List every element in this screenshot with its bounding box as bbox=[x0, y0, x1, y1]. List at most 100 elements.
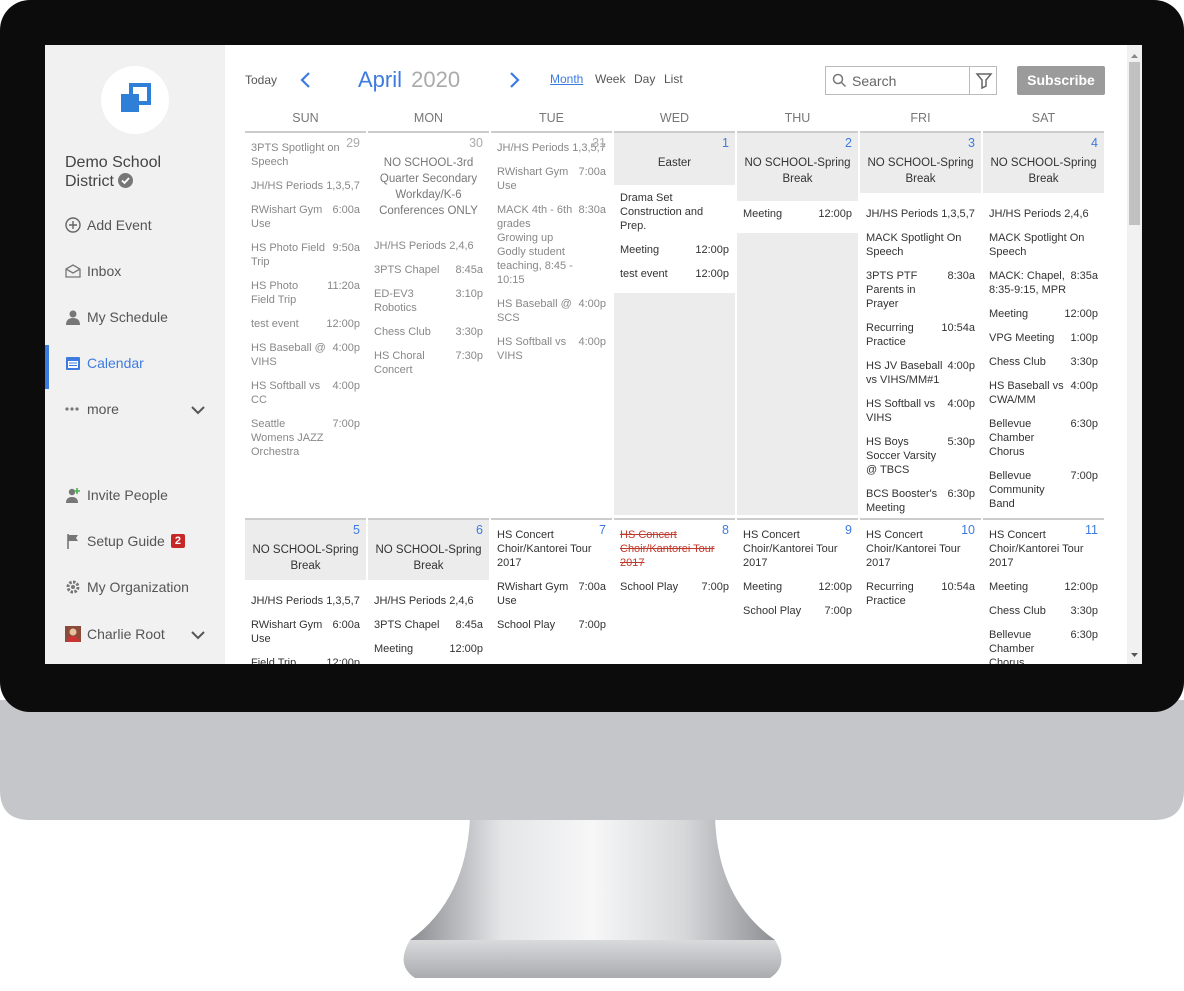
event[interactable]: 3PTS Chapel 8:45a bbox=[374, 263, 483, 277]
event[interactable]: Recurring Practice 10:54a bbox=[866, 580, 975, 608]
day-cell[interactable]: 30 NO SCHOOL-3rd Quarter Secondary Workda… bbox=[368, 131, 489, 515]
event[interactable]: MACK: Chapel, 8:35-9:15, MPR 8:35a bbox=[989, 269, 1098, 297]
event[interactable]: JH/HS Periods 1,3,5,7 bbox=[866, 207, 975, 221]
nav-item[interactable]: Charlie Root bbox=[65, 626, 215, 642]
prev-button[interactable] bbox=[299, 72, 311, 88]
event[interactable]: 3PTS PTF Parents in Prayer 8:30a bbox=[866, 269, 975, 311]
event[interactable]: Field Trip 12:00p bbox=[251, 656, 360, 664]
nav-item[interactable]: My Schedule bbox=[65, 309, 215, 325]
event[interactable]: School Play 7:00p bbox=[497, 618, 606, 632]
event[interactable]: JH/HS Periods 2,4,6 bbox=[989, 207, 1098, 221]
event[interactable]: Recurring Practice 10:54a bbox=[866, 321, 975, 349]
event[interactable]: Bellevue Chamber Chorus 6:30p bbox=[989, 628, 1098, 664]
day-cell[interactable]: 4 NO SCHOOL-Spring Break JH/HS Periods 2,4… bbox=[983, 131, 1104, 515]
day-cell[interactable]: 5 NO SCHOOL-Spring Break JH/HS Periods 1,3… bbox=[245, 518, 366, 664]
event[interactable]: HS Photo Field Trip 11:20a bbox=[251, 279, 360, 307]
day-cell[interactable]: 10 HS Concert Choir/Kantorei Tour 2017 Rec… bbox=[860, 518, 981, 664]
event[interactable]: VPG Meeting 1:00p bbox=[989, 331, 1098, 345]
event[interactable]: RWishart Gym Use 6:00a bbox=[251, 618, 360, 646]
day-banner[interactable]: Easter bbox=[614, 133, 735, 177]
event[interactable]: HS Softball vs CC 4:00p bbox=[251, 379, 360, 407]
event[interactable]: JH/HS Periods 1,3,5,7 bbox=[251, 179, 360, 193]
day-cell[interactable]: 6 NO SCHOOL-Spring Break JH/HS Periods 2,4… bbox=[368, 518, 489, 664]
day-cell[interactable]: 31 JH/HS Periods 1,3,5,7 RWishart Gym Use 7… bbox=[491, 131, 612, 515]
event[interactable]: School Play 7:00p bbox=[743, 604, 852, 618]
nav-item[interactable]: more bbox=[65, 401, 215, 417]
nav-item[interactable]: Setup Guide 2 bbox=[65, 533, 215, 549]
day-banner[interactable]: NO SCHOOL-Spring Break bbox=[983, 133, 1104, 193]
event[interactable]: test event 12:00p bbox=[251, 317, 360, 331]
day-banner[interactable]: NO SCHOOL-Spring Break bbox=[737, 133, 858, 193]
event[interactable]: HS Softball vs VIHS 4:00p bbox=[497, 335, 606, 363]
day-banner[interactable]: NO SCHOOL-Spring Break bbox=[860, 133, 981, 193]
event[interactable]: Chess Club 3:30p bbox=[989, 604, 1098, 618]
event[interactable]: HS Concert Choir/Kantorei Tour 2017 bbox=[743, 528, 852, 570]
event[interactable]: Meeting 12:00p bbox=[743, 580, 852, 594]
event[interactable]: 3PTS Spotlight on Speech bbox=[251, 141, 360, 169]
event[interactable]: Bellevue Community Band 7:00p bbox=[989, 469, 1098, 511]
day-cell[interactable]: 3 NO SCHOOL-Spring Break JH/HS Periods 1,3… bbox=[860, 131, 981, 515]
event[interactable]: MACK Spotlight On Speech bbox=[989, 231, 1098, 259]
event[interactable]: test event 12:00p bbox=[620, 267, 729, 281]
event[interactable]: Meeting 12:00p bbox=[989, 580, 1098, 594]
event[interactable]: JH/HS Periods 1,3,5,7 bbox=[251, 594, 360, 608]
nav-item[interactable]: Invite People bbox=[65, 487, 215, 503]
event[interactable]: RWishart Gym Use 7:00a bbox=[497, 580, 606, 608]
day-cell[interactable]: 9 HS Concert Choir/Kantorei Tour 2017 Meet… bbox=[737, 518, 858, 664]
view-tab[interactable]: Day bbox=[634, 72, 656, 86]
event[interactable]: JH/HS Periods 2,4,6 bbox=[374, 239, 483, 253]
event[interactable]: ED-EV3 Robotics 3:10p bbox=[374, 287, 483, 315]
day-cell[interactable]: 8 HS Concert Choir/Kantorei Tour 2017 Scho… bbox=[614, 518, 735, 664]
event[interactable]: JH/HS Periods 2,4,6 bbox=[374, 594, 483, 608]
event[interactable]: Bellevue Chamber Chorus 6:30p bbox=[989, 417, 1098, 459]
event[interactable]: BCS Booster's Meeting 6:30p bbox=[866, 487, 975, 515]
event[interactable]: HS Choral Concert 7:30p bbox=[374, 349, 483, 377]
nav-item[interactable]: Add Event bbox=[65, 217, 215, 233]
event[interactable]: Chess Club 3:30p bbox=[989, 355, 1098, 369]
nav-item[interactable]: My Organization bbox=[65, 579, 215, 595]
event[interactable]: HS Concert Choir/Kantorei Tour 2017 bbox=[989, 528, 1098, 570]
day-cell[interactable]: 11 HS Concert Choir/Kantorei Tour 2017 Mee… bbox=[983, 518, 1104, 664]
day-cell[interactable]: 1 Easter Drama Set Construction and Prep. M… bbox=[614, 131, 735, 515]
event[interactable]: HS Concert Choir/Kantorei Tour 2017 bbox=[620, 528, 729, 570]
day-cell[interactable]: 2 NO SCHOOL-Spring Break Meeting 12:00p bbox=[737, 131, 858, 515]
event[interactable]: Meeting 12:00p bbox=[989, 307, 1098, 321]
event[interactable]: HS Baseball @ SCS 4:00p bbox=[497, 297, 606, 325]
event[interactable]: MACK 4th - 6th grades Growing up Godly s… bbox=[497, 203, 606, 287]
subscribe-button[interactable]: Subscribe bbox=[1017, 66, 1105, 95]
event[interactable]: HS Softball vs VIHS 4:00p bbox=[866, 397, 975, 425]
nav-item[interactable]: Inbox bbox=[65, 263, 215, 279]
day-cell[interactable]: 7 HS Concert Choir/Kantorei Tour 2017 RWis… bbox=[491, 518, 612, 664]
event[interactable]: HS Boys Soccer Varsity @ TBCS 5:30p bbox=[866, 435, 975, 477]
event[interactable]: School Play 7:00p bbox=[620, 580, 729, 594]
event[interactable]: Seattle Womens JAZZ Orchestra 7:00p bbox=[251, 417, 360, 459]
event[interactable]: Meeting 12:00p bbox=[374, 642, 483, 656]
event[interactable]: HS Concert Choir/Kantorei Tour 2017 bbox=[497, 528, 606, 570]
view-tab[interactable]: List bbox=[664, 72, 683, 86]
filter-button[interactable] bbox=[969, 67, 997, 94]
event[interactable]: JH/HS Periods 1,3,5,7 bbox=[497, 141, 606, 155]
event[interactable]: Chess Club 3:30p bbox=[374, 325, 483, 339]
next-button[interactable] bbox=[509, 72, 521, 88]
day-banner[interactable]: NO SCHOOL-3rd Quarter Secondary Workday/… bbox=[379, 157, 478, 217]
nav-item[interactable]: Calendar bbox=[65, 355, 215, 371]
event[interactable]: HS Photo Field Trip 9:50a bbox=[251, 241, 360, 269]
event[interactable]: HS Baseball vs CWA/MM 4:00p bbox=[989, 379, 1098, 407]
event[interactable]: MACK Spotlight On Speech bbox=[866, 231, 975, 259]
event[interactable]: 3PTS Chapel 8:45a bbox=[374, 618, 483, 632]
view-tab[interactable]: Week bbox=[595, 72, 626, 86]
event[interactable]: HS Baseball @ VIHS 4:00p bbox=[251, 341, 360, 369]
day-cell[interactable]: 29 3PTS Spotlight on Speech JH/HS Periods … bbox=[245, 131, 366, 515]
event[interactable]: HS JV Baseball vs VIHS/MM#1 4:00p bbox=[866, 359, 975, 387]
event[interactable]: Drama Set Construction and Prep. bbox=[620, 191, 729, 233]
event[interactable]: Meeting 12:00p bbox=[620, 243, 729, 257]
event[interactable]: HS Concert Choir/Kantorei Tour 2017 bbox=[866, 528, 975, 570]
today-button[interactable]: Today bbox=[245, 73, 278, 87]
day-banner[interactable]: NO SCHOOL-Spring Break bbox=[368, 520, 489, 580]
event[interactable]: RWishart Gym Use 7:00a bbox=[497, 165, 606, 193]
event[interactable]: RWishart Gym Use 6:00a bbox=[251, 203, 360, 231]
view-tab[interactable]: Month bbox=[550, 72, 584, 86]
day-banner[interactable]: NO SCHOOL-Spring Break bbox=[245, 520, 366, 580]
search-box[interactable]: Search bbox=[825, 66, 997, 95]
event[interactable]: Meeting 12:00p bbox=[743, 207, 852, 221]
